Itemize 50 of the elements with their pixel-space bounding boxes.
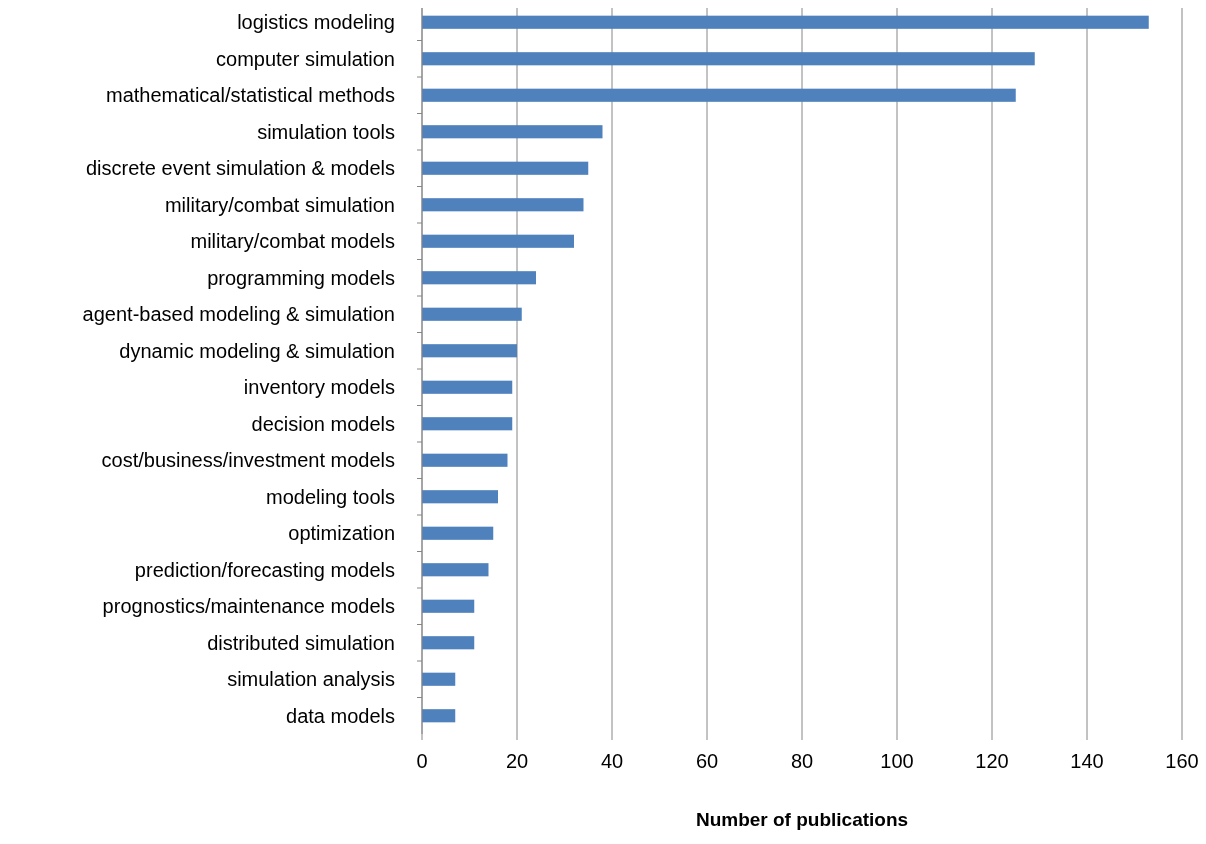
y-tick-label: computer simulation xyxy=(216,47,395,70)
y-tick-label: optimization xyxy=(288,522,395,545)
x-tick-label: 120 xyxy=(975,750,1009,772)
y-tick-label: military/combat simulation xyxy=(164,193,395,216)
x-tick-label: 80 xyxy=(790,750,814,772)
x-tick-label: 40 xyxy=(600,750,624,772)
x-tick-label: 140 xyxy=(1070,750,1104,772)
x-tick-label: 100 xyxy=(880,750,914,772)
y-tick-label: simulation analysis xyxy=(227,668,395,691)
bar xyxy=(422,198,584,212)
y-tick-label: programming models xyxy=(207,266,395,289)
y-tick-label: mathematical/statistical methods xyxy=(105,84,395,107)
bar xyxy=(422,234,574,248)
x-tick-label: 20 xyxy=(505,750,529,772)
bar xyxy=(422,563,489,577)
y-tick-label: decision models xyxy=(251,412,395,435)
y-tick-label: discrete event simulation & models xyxy=(85,157,395,180)
y-tick-label: simulation tools xyxy=(257,120,395,143)
bar xyxy=(422,599,475,613)
y-tick-label: distributed simulation xyxy=(207,631,395,654)
y-tick-label: cost/business/investment models xyxy=(101,449,395,472)
bar xyxy=(422,271,536,285)
y-tick-label: prognostics/maintenance models xyxy=(102,595,395,618)
bar xyxy=(422,380,513,394)
bar xyxy=(422,490,498,504)
bar xyxy=(422,15,1149,29)
bar xyxy=(422,344,517,358)
bar xyxy=(422,709,456,723)
y-tick-label: logistics modeling xyxy=(237,11,395,34)
y-tick-label: agent-based modeling & simulation xyxy=(82,303,395,326)
bar xyxy=(422,307,522,321)
bar xyxy=(422,161,589,175)
bar xyxy=(422,636,475,650)
bar xyxy=(422,88,1016,102)
bar xyxy=(422,526,494,540)
bar xyxy=(422,453,508,467)
bar xyxy=(422,417,513,431)
y-tick-label: military/combat models xyxy=(190,230,395,253)
bar xyxy=(422,52,1035,66)
x-tick-label: 60 xyxy=(695,750,719,772)
y-tick-label: data models xyxy=(286,704,395,727)
x-axis-title: Number of publications xyxy=(695,809,909,830)
y-tick-label: prediction/forecasting models xyxy=(134,558,395,581)
x-tick-label: 0 xyxy=(416,750,428,772)
x-tick-label: 160 xyxy=(1165,750,1199,772)
y-tick-label: modeling tools xyxy=(266,485,395,508)
y-tick-label: dynamic modeling & simulation xyxy=(119,339,395,362)
y-tick-label: inventory models xyxy=(243,376,395,399)
bar xyxy=(422,672,456,686)
bar xyxy=(422,125,603,139)
